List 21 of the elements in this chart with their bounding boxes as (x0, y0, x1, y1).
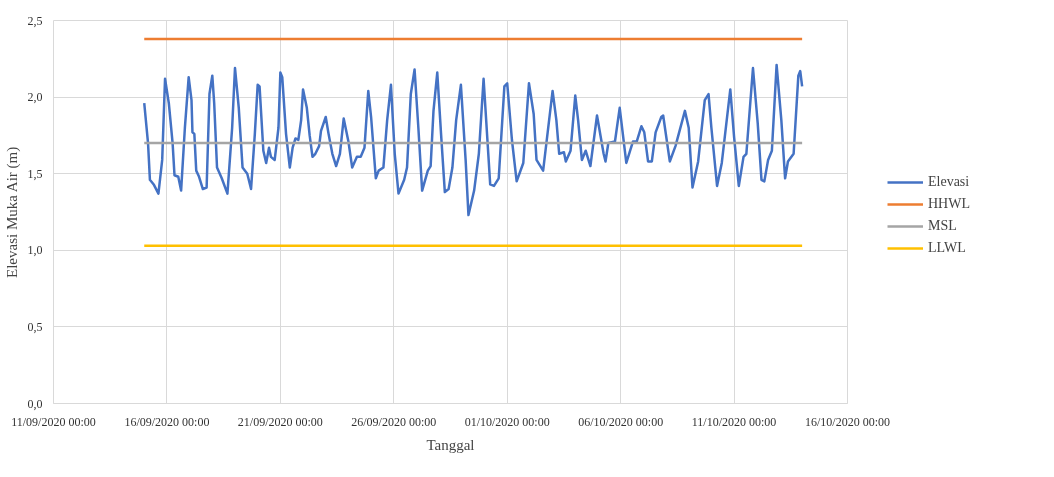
x-tick-label: 11/10/2020 00:00 (691, 414, 777, 429)
x-tick-label: 21/09/2020 00:00 (237, 414, 323, 429)
y-axis-title: Elevasi Muka Air (m) (3, 146, 21, 279)
y-tick-label: 0,0 (27, 396, 43, 411)
legend-label: MSL (928, 218, 957, 234)
x-tick-label: 16/09/2020 00:00 (124, 414, 210, 429)
x-tick-label: 11/09/2020 00:00 (11, 414, 96, 429)
y-tick-label: 0,5 (27, 319, 43, 334)
legend-label: HHWL (928, 196, 970, 212)
y-tick-label: 2,0 (27, 90, 43, 105)
x-tick-label: 06/10/2020 00:00 (578, 414, 664, 429)
x-axis-title: Tanggal (426, 436, 475, 453)
legend-label: Elevasi (928, 174, 970, 190)
y-tick-label: 1,0 (27, 243, 43, 258)
y-tick-label: 2,5 (27, 13, 43, 28)
x-tick-label: 26/09/2020 00:00 (351, 414, 437, 429)
legend-label: LLWL (928, 240, 966, 256)
line-series (142, 63, 804, 217)
x-tick-label: 01/10/2020 00:00 (464, 414, 550, 429)
y-tick-label: 1,5 (27, 166, 43, 181)
x-tick-label: 16/10/2020 00:00 (805, 414, 891, 429)
